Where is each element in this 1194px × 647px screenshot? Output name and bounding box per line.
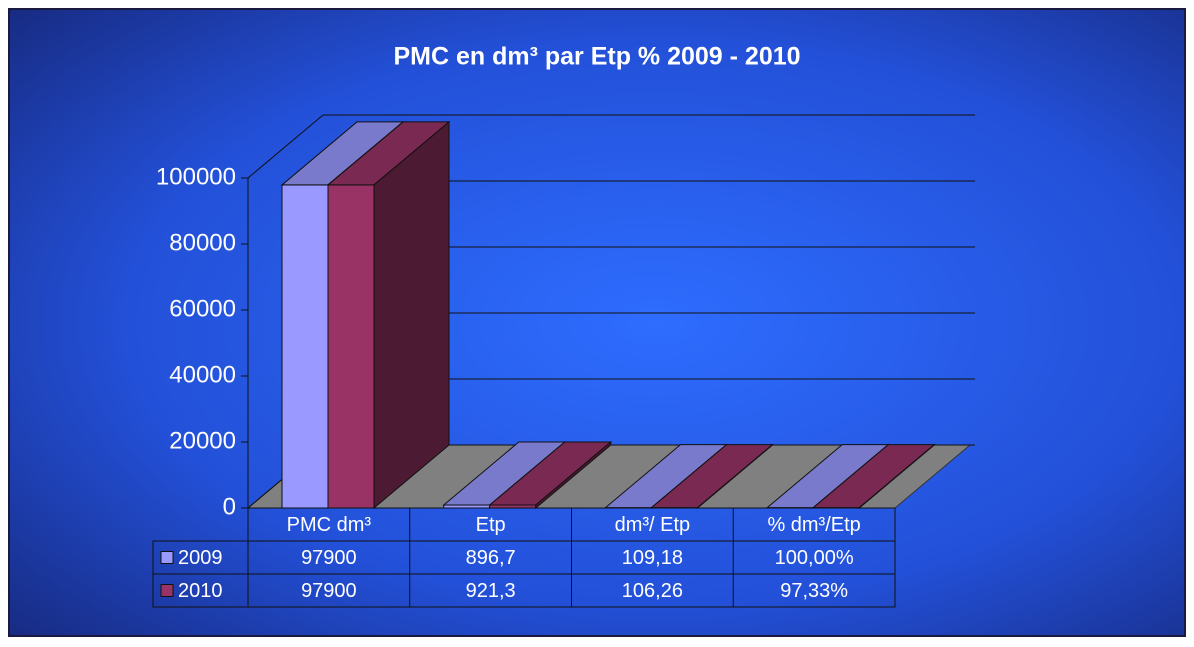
y-tick-label: 100000 <box>156 163 236 190</box>
legend-label: 2010 <box>178 580 223 602</box>
data-label: 100,00% <box>775 547 854 569</box>
bar-front <box>327 184 375 509</box>
data-label: 109,18 <box>622 547 683 569</box>
bar-side <box>535 440 612 510</box>
y-tick-label: 40000 <box>169 361 236 388</box>
data-label: 97900 <box>301 547 357 569</box>
legend-swatch <box>160 551 174 564</box>
chart-title: PMC en dm³ par Etp % 2009 - 2010 <box>393 43 800 71</box>
bar <box>488 440 613 510</box>
y-tick-label: 20000 <box>169 427 236 454</box>
bar-side <box>373 120 450 510</box>
x-tick-label: dm³/ Etp <box>615 514 691 536</box>
data-label: 921,3 <box>466 580 516 602</box>
data-label: 896,7 <box>466 547 516 569</box>
data-label: 97,33% <box>780 580 848 602</box>
legend-label: 2009 <box>178 547 223 569</box>
x-tick-label: Etp <box>476 514 506 536</box>
bar <box>326 120 451 510</box>
wall-edge <box>247 114 324 179</box>
x-tick-label: % dm³/Etp <box>767 514 860 536</box>
legend-swatch <box>160 584 174 597</box>
data-label: 106,26 <box>622 580 683 602</box>
y-tick-label: 60000 <box>169 295 236 322</box>
y-tick-label: 0 <box>223 493 236 520</box>
x-tick-label: PMC dm³ <box>287 514 372 536</box>
data-label: 97900 <box>301 580 357 602</box>
bar-front <box>281 184 329 509</box>
y-tick-label: 80000 <box>169 229 236 256</box>
chart-background <box>8 8 1186 637</box>
